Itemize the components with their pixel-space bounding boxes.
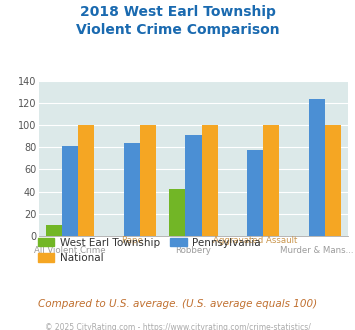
Legend: West Earl Township, National, Pennsylvania: West Earl Township, National, Pennsylvan… — [34, 234, 265, 267]
Text: All Violent Crime: All Violent Crime — [34, 246, 106, 255]
Bar — [62, 146, 78, 236]
Bar — [325, 125, 341, 236]
Bar — [169, 189, 185, 236]
Bar — [78, 125, 94, 236]
Text: 2018 West Earl Township
Violent Crime Comparison: 2018 West Earl Township Violent Crime Co… — [76, 5, 279, 37]
Text: Aggravated Assault: Aggravated Assault — [213, 236, 297, 245]
Text: Robbery: Robbery — [175, 246, 212, 255]
Bar — [124, 143, 140, 236]
Bar — [202, 125, 218, 236]
Bar — [185, 135, 202, 236]
Bar — [263, 125, 279, 236]
Text: Murder & Mans...: Murder & Mans... — [280, 246, 354, 255]
Text: Rape: Rape — [121, 236, 143, 245]
Bar — [247, 149, 263, 236]
Bar — [46, 225, 62, 236]
Bar — [309, 99, 325, 236]
Bar — [140, 125, 156, 236]
Text: © 2025 CityRating.com - https://www.cityrating.com/crime-statistics/: © 2025 CityRating.com - https://www.city… — [45, 323, 310, 330]
Text: Compared to U.S. average. (U.S. average equals 100): Compared to U.S. average. (U.S. average … — [38, 299, 317, 309]
